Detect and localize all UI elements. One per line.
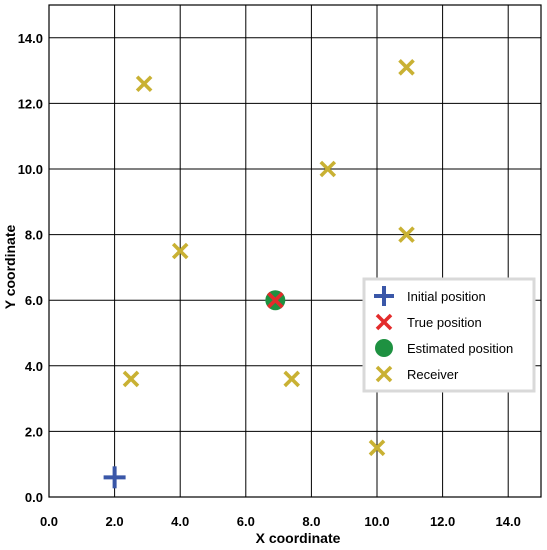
x-tick-label: 0.0: [40, 514, 58, 529]
legend-label-receiver: Receiver: [407, 367, 459, 382]
x-tick-label: 4.0: [171, 514, 189, 529]
receiver-marker: [171, 242, 189, 260]
y-tick-label: 10.0: [18, 162, 43, 177]
legend-label-true-position: True position: [407, 315, 482, 330]
grid: [48, 5, 541, 498]
legend-label-estimated-position: Estimated position: [407, 341, 513, 356]
x-tick-label: 14.0: [496, 514, 521, 529]
legend-initial-position-swatch: [374, 286, 394, 306]
y-tick-labels: 0.0 2.0 4.0 6.0 8.0 10.0 12.0 14.0: [18, 31, 43, 505]
y-tick-label: 2.0: [25, 424, 43, 439]
x-axis-title: X coordinate: [256, 530, 341, 546]
y-tick-label: 0.0: [25, 490, 43, 505]
receiver-marker: [319, 160, 337, 178]
initial-position-marker: [103, 466, 126, 489]
x-tick-labels: 0.0 2.0 4.0 6.0 8.0 10.0 12.0 14.0: [40, 514, 521, 529]
legend: Initial position True position Estimated p…: [362, 277, 536, 393]
plot-border: [48, 4, 542, 498]
legend-estimated-position-swatch: [375, 339, 393, 357]
x-tick-label: 2.0: [106, 514, 124, 529]
receiver-marker: [398, 226, 415, 243]
legend-receiver-swatch: [375, 365, 393, 383]
receiver-marker: [283, 370, 300, 388]
receiver-marker: [135, 75, 153, 92]
receiver-marker: [368, 439, 386, 457]
data-points: [103, 59, 415, 489]
legend-true-position-swatch: [375, 313, 393, 331]
y-tick-label: 6.0: [25, 293, 43, 308]
receiver-marker: [122, 370, 140, 388]
receiver-marker: [398, 59, 415, 76]
y-axis-title: Y coordinate: [2, 225, 18, 310]
x-tick-label: 10.0: [364, 514, 389, 529]
y-tick-label: 8.0: [25, 228, 43, 243]
y-tick-label: 12.0: [18, 96, 43, 111]
x-tick-label: 12.0: [430, 514, 455, 529]
y-tick-label: 4.0: [25, 359, 43, 374]
x-tick-label: 6.0: [237, 514, 255, 529]
legend-label-initial-position: Initial position: [407, 289, 486, 304]
x-tick-label: 8.0: [302, 514, 320, 529]
true-position-marker: [267, 291, 284, 309]
plot-frame: [48, 4, 542, 498]
y-tick-label: 14.0: [18, 31, 43, 46]
